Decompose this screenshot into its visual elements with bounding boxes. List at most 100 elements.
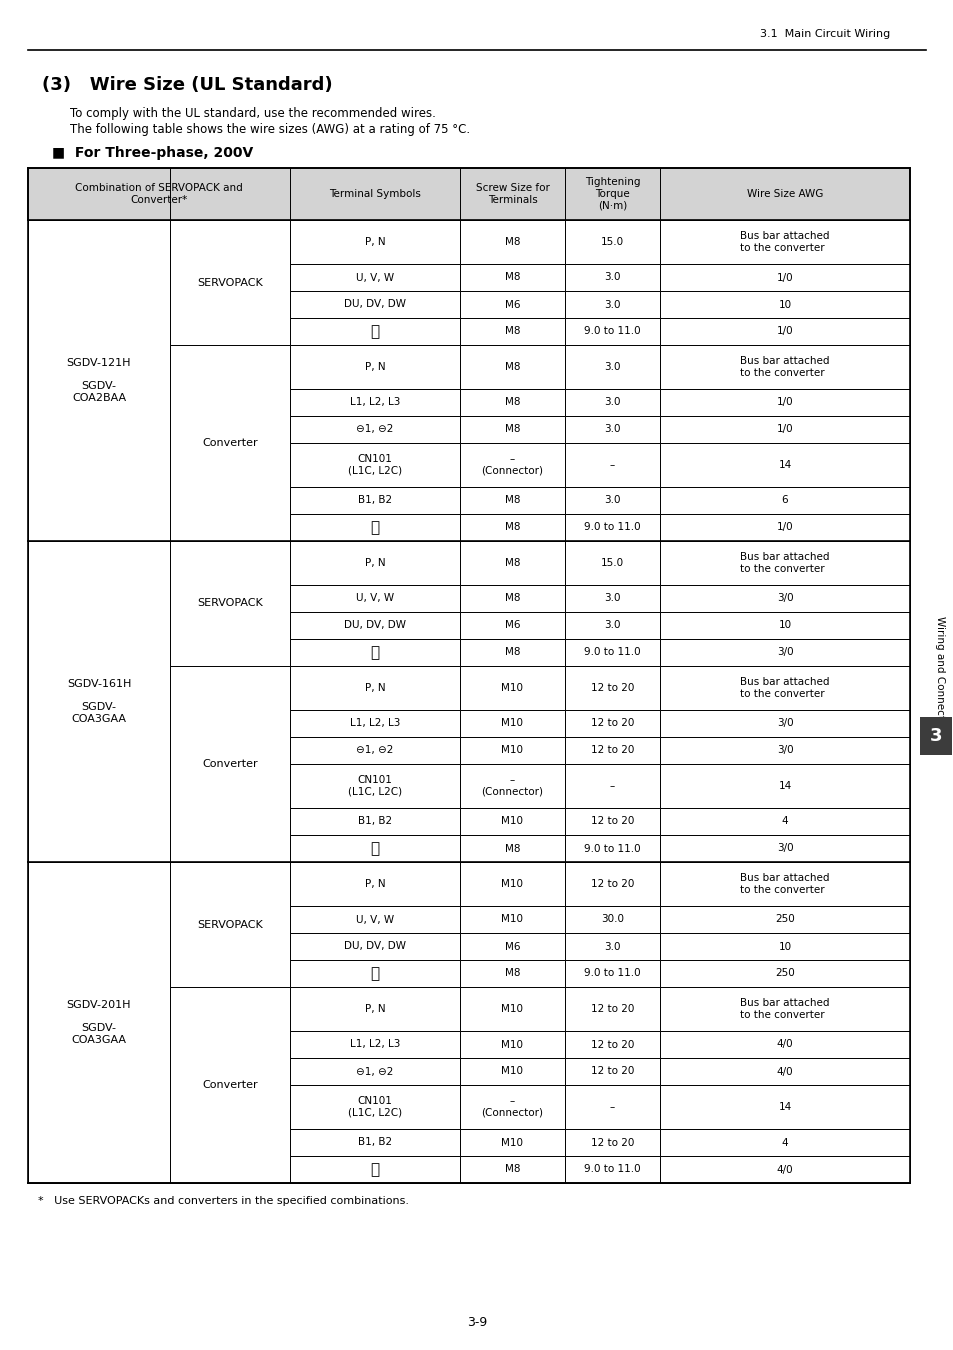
Text: DU, DV, DW: DU, DV, DW bbox=[344, 300, 406, 309]
Text: Combination of SERVOPACK and
Converter*: Combination of SERVOPACK and Converter* bbox=[75, 184, 243, 205]
Text: L1, L2, L3: L1, L2, L3 bbox=[350, 1040, 399, 1049]
Bar bbox=[459, 906, 564, 933]
Text: SGDV-161H

SGDV-
COA3GAA: SGDV-161H SGDV- COA3GAA bbox=[67, 679, 132, 724]
Bar bbox=[564, 612, 659, 639]
Text: 1/0: 1/0 bbox=[776, 397, 793, 408]
Bar bbox=[459, 1129, 564, 1156]
Bar bbox=[290, 836, 459, 863]
Bar bbox=[459, 1031, 564, 1058]
Text: M6: M6 bbox=[504, 941, 519, 952]
Bar bbox=[659, 1031, 909, 1058]
Text: 4: 4 bbox=[781, 817, 787, 826]
Text: ⏚: ⏚ bbox=[370, 841, 379, 856]
Text: 12 to 20: 12 to 20 bbox=[590, 745, 634, 756]
Bar bbox=[28, 220, 170, 541]
Text: 12 to 20: 12 to 20 bbox=[590, 817, 634, 826]
Bar bbox=[459, 443, 564, 487]
Text: –
(Connector): – (Connector) bbox=[481, 1096, 543, 1118]
Text: 3-9: 3-9 bbox=[466, 1315, 487, 1328]
Bar bbox=[290, 906, 459, 933]
Text: L1, L2, L3: L1, L2, L3 bbox=[350, 718, 399, 729]
Bar bbox=[290, 416, 459, 443]
Text: 3: 3 bbox=[929, 728, 942, 745]
Bar bbox=[290, 666, 459, 710]
Text: M10: M10 bbox=[501, 718, 523, 729]
Text: P, N: P, N bbox=[364, 558, 385, 568]
Bar bbox=[459, 487, 564, 514]
Bar bbox=[290, 987, 459, 1031]
Text: 12 to 20: 12 to 20 bbox=[590, 1040, 634, 1049]
Bar bbox=[564, 1031, 659, 1058]
Bar bbox=[659, 933, 909, 960]
Text: 3/0: 3/0 bbox=[776, 718, 793, 729]
Bar bbox=[290, 541, 459, 585]
Bar bbox=[659, 987, 909, 1031]
Text: U, V, W: U, V, W bbox=[355, 914, 394, 925]
Text: Bus bar attached
to the converter: Bus bar attached to the converter bbox=[740, 356, 829, 378]
Text: 12 to 20: 12 to 20 bbox=[590, 1138, 634, 1148]
Text: 3.0: 3.0 bbox=[603, 273, 620, 282]
Text: 9.0 to 11.0: 9.0 to 11.0 bbox=[583, 968, 640, 979]
Text: Terminal Symbols: Terminal Symbols bbox=[329, 189, 420, 198]
Text: 3/0: 3/0 bbox=[776, 594, 793, 603]
Text: 3.0: 3.0 bbox=[603, 300, 620, 309]
Text: DU, DV, DW: DU, DV, DW bbox=[344, 621, 406, 630]
Text: 3.0: 3.0 bbox=[603, 941, 620, 952]
Text: 9.0 to 11.0: 9.0 to 11.0 bbox=[583, 1165, 640, 1174]
Text: SERVOPACK: SERVOPACK bbox=[197, 278, 263, 288]
Text: SERVOPACK: SERVOPACK bbox=[197, 919, 263, 930]
Text: 4/0: 4/0 bbox=[776, 1040, 793, 1049]
Text: 12 to 20: 12 to 20 bbox=[590, 1004, 634, 1014]
Text: M8: M8 bbox=[504, 648, 519, 657]
Bar bbox=[564, 960, 659, 987]
Text: M8: M8 bbox=[504, 424, 519, 435]
Bar bbox=[459, 666, 564, 710]
Text: 4: 4 bbox=[781, 1138, 787, 1148]
Bar bbox=[290, 265, 459, 292]
Bar bbox=[459, 863, 564, 906]
Bar bbox=[459, 319, 564, 346]
Text: SGDV-201H

SGDV-
COA3GAA: SGDV-201H SGDV- COA3GAA bbox=[67, 1000, 132, 1045]
Bar bbox=[459, 809, 564, 836]
Bar bbox=[659, 514, 909, 541]
Bar bbox=[564, 389, 659, 416]
Text: 9.0 to 11.0: 9.0 to 11.0 bbox=[583, 327, 640, 336]
Text: –: – bbox=[609, 782, 615, 791]
Text: 3/0: 3/0 bbox=[776, 745, 793, 756]
Text: ⊖1, ⊖2: ⊖1, ⊖2 bbox=[355, 1066, 394, 1076]
Text: ⊖1, ⊖2: ⊖1, ⊖2 bbox=[355, 424, 394, 435]
Bar bbox=[659, 710, 909, 737]
Bar bbox=[564, 514, 659, 541]
Text: ⏚: ⏚ bbox=[370, 967, 379, 981]
Text: Bus bar attached
to the converter: Bus bar attached to the converter bbox=[740, 678, 829, 699]
Text: P, N: P, N bbox=[364, 879, 385, 890]
Bar bbox=[459, 987, 564, 1031]
Text: ⏚: ⏚ bbox=[370, 645, 379, 660]
Text: To comply with the UL standard, use the recommended wires.: To comply with the UL standard, use the … bbox=[70, 107, 436, 120]
Text: 4/0: 4/0 bbox=[776, 1165, 793, 1174]
Bar bbox=[659, 416, 909, 443]
Bar bbox=[564, 292, 659, 319]
Bar bbox=[659, 541, 909, 585]
Text: Bus bar attached
to the converter: Bus bar attached to the converter bbox=[740, 231, 829, 252]
Text: 6: 6 bbox=[781, 495, 787, 505]
Bar bbox=[459, 1156, 564, 1183]
Text: 10: 10 bbox=[778, 621, 791, 630]
Bar bbox=[290, 1058, 459, 1085]
Bar bbox=[659, 737, 909, 764]
Bar bbox=[659, 319, 909, 346]
Bar bbox=[659, 612, 909, 639]
Text: M8: M8 bbox=[504, 522, 519, 532]
Text: 10: 10 bbox=[778, 941, 791, 952]
Bar bbox=[659, 863, 909, 906]
Text: B1, B2: B1, B2 bbox=[357, 817, 392, 826]
Text: The following table shows the wire sizes (AWG) at a rating of 75 °C.: The following table shows the wire sizes… bbox=[70, 123, 470, 136]
Text: Converter: Converter bbox=[202, 1080, 257, 1089]
Text: –
(Connector): – (Connector) bbox=[481, 454, 543, 475]
Bar bbox=[459, 541, 564, 585]
Bar bbox=[459, 1058, 564, 1085]
Bar bbox=[564, 319, 659, 346]
Bar bbox=[28, 541, 170, 863]
Text: ⏚: ⏚ bbox=[370, 1162, 379, 1177]
Bar bbox=[290, 292, 459, 319]
